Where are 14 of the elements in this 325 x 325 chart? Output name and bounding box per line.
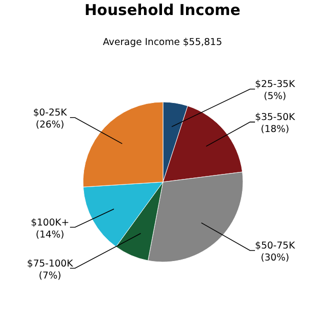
chart-subtitle: Average Income $55,815 xyxy=(102,37,222,48)
chart-title: Household Income xyxy=(84,1,240,19)
slice-label: $35-50K xyxy=(255,112,296,124)
data-label: (5%) xyxy=(264,91,286,102)
data-label: (30%) xyxy=(260,252,290,264)
slice-label: $25-35K xyxy=(255,79,296,90)
slice-label: $50-75K xyxy=(255,240,296,252)
slice-label: $100K+ xyxy=(30,217,70,228)
data-label: (7%) xyxy=(38,270,62,282)
slice-label: $0-25K xyxy=(33,108,68,119)
data-label: (26%) xyxy=(36,120,64,131)
data-label: (14%) xyxy=(36,229,64,240)
data-label: (18%) xyxy=(260,124,290,136)
slice-label: $75-100K xyxy=(27,258,74,270)
